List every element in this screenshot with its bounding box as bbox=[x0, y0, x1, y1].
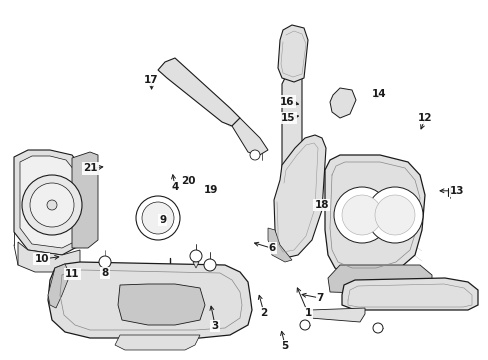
Circle shape bbox=[47, 200, 57, 210]
Polygon shape bbox=[309, 308, 364, 322]
Circle shape bbox=[142, 202, 174, 234]
Text: 19: 19 bbox=[203, 185, 218, 195]
Text: 10: 10 bbox=[34, 254, 49, 264]
Text: 11: 11 bbox=[65, 269, 80, 279]
Text: 16: 16 bbox=[280, 96, 294, 107]
Polygon shape bbox=[158, 58, 240, 126]
Circle shape bbox=[30, 183, 74, 227]
Circle shape bbox=[99, 256, 111, 268]
Text: 12: 12 bbox=[417, 113, 432, 123]
Polygon shape bbox=[273, 135, 325, 258]
Circle shape bbox=[372, 323, 382, 333]
Text: 13: 13 bbox=[449, 186, 464, 196]
Circle shape bbox=[136, 196, 180, 240]
Circle shape bbox=[203, 259, 216, 271]
Polygon shape bbox=[48, 262, 251, 338]
Polygon shape bbox=[118, 284, 204, 325]
Text: 2: 2 bbox=[260, 308, 267, 318]
Polygon shape bbox=[341, 278, 477, 310]
Circle shape bbox=[299, 320, 309, 330]
Polygon shape bbox=[231, 118, 267, 156]
Polygon shape bbox=[14, 150, 90, 255]
Text: 6: 6 bbox=[268, 243, 275, 253]
Polygon shape bbox=[72, 152, 98, 248]
Text: 21: 21 bbox=[83, 163, 98, 174]
Circle shape bbox=[366, 187, 422, 243]
Text: 8: 8 bbox=[102, 268, 108, 278]
Text: 15: 15 bbox=[281, 113, 295, 123]
Polygon shape bbox=[20, 156, 82, 248]
Text: 14: 14 bbox=[371, 89, 386, 99]
Polygon shape bbox=[278, 25, 307, 82]
Polygon shape bbox=[193, 262, 199, 268]
Polygon shape bbox=[327, 265, 431, 295]
Text: 1: 1 bbox=[304, 308, 311, 318]
Polygon shape bbox=[267, 228, 291, 262]
Circle shape bbox=[22, 175, 82, 235]
Circle shape bbox=[374, 195, 414, 235]
Text: 5: 5 bbox=[281, 341, 288, 351]
Text: 7: 7 bbox=[316, 293, 324, 303]
Circle shape bbox=[190, 250, 202, 262]
Text: 20: 20 bbox=[181, 176, 196, 186]
Polygon shape bbox=[48, 264, 70, 308]
Polygon shape bbox=[325, 155, 424, 275]
Polygon shape bbox=[18, 242, 80, 272]
Text: 9: 9 bbox=[159, 215, 166, 225]
Text: 4: 4 bbox=[171, 182, 179, 192]
Polygon shape bbox=[115, 335, 200, 350]
Text: 18: 18 bbox=[314, 200, 328, 210]
Circle shape bbox=[249, 150, 260, 160]
Text: 3: 3 bbox=[211, 321, 218, 331]
Circle shape bbox=[333, 187, 389, 243]
Circle shape bbox=[341, 195, 381, 235]
Polygon shape bbox=[329, 88, 355, 118]
Polygon shape bbox=[282, 72, 302, 216]
Text: 17: 17 bbox=[144, 75, 159, 85]
